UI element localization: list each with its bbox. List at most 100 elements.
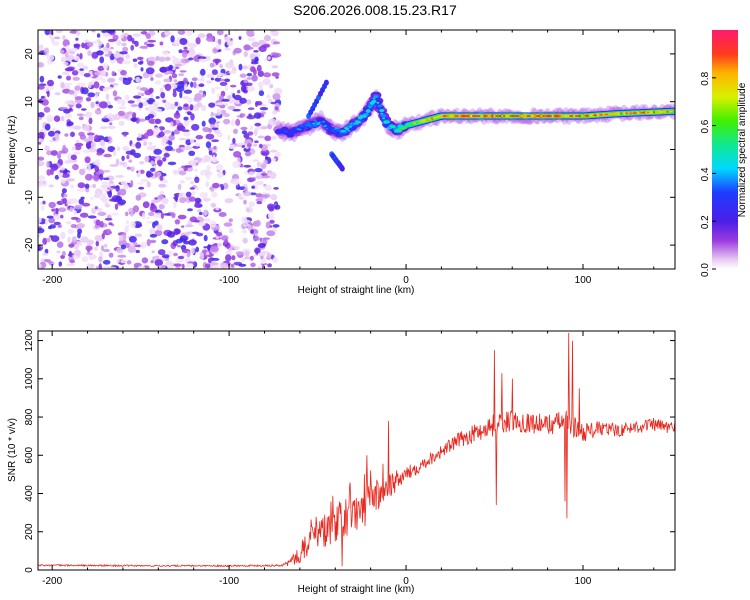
- noise-blob: [175, 85, 185, 92]
- noise-blob: [78, 131, 85, 137]
- noise-blob: [158, 56, 166, 62]
- noise-blob: [186, 250, 191, 258]
- noise-blob: [75, 103, 82, 109]
- noise-blob: [91, 30, 96, 33]
- noise-blob: [225, 250, 233, 256]
- noise-blob: [171, 212, 176, 219]
- noise-blob: [244, 151, 252, 157]
- noise-blob: [38, 175, 46, 181]
- noise-blob: [260, 255, 264, 260]
- noise-blob: [257, 243, 266, 248]
- noise-blob: [235, 178, 239, 186]
- noise-blob: [71, 146, 76, 151]
- noise-blob: [205, 141, 212, 149]
- noise-blob: [126, 166, 131, 170]
- noise-blob: [181, 263, 185, 269]
- noise-blob: [260, 149, 270, 157]
- noise-blob: [260, 194, 268, 200]
- noise-blob: [51, 208, 55, 212]
- noise-blob: [232, 160, 241, 169]
- noise-blob: [258, 81, 264, 88]
- noise-blob: [142, 201, 150, 209]
- noise-blob: [136, 85, 142, 90]
- noise-blob: [204, 218, 211, 223]
- noise-blob: [107, 104, 114, 109]
- noise-blob: [99, 56, 105, 64]
- noise-blob: [129, 212, 134, 217]
- noise-blob: [211, 139, 220, 143]
- noise-blob: [243, 191, 252, 197]
- noise-blob: [198, 90, 203, 93]
- noise-blob: [70, 184, 74, 189]
- noise-blob: [44, 123, 51, 131]
- spectrogram-xtick-label: 0: [403, 275, 409, 286]
- noise-blob: [140, 241, 147, 249]
- noise-blob: [64, 112, 72, 119]
- snr-ytick-label: 600: [24, 447, 35, 464]
- noise-blob: [71, 236, 77, 243]
- ridge-cell: [326, 125, 332, 129]
- noise-blob: [215, 207, 220, 211]
- noise-blob: [163, 78, 171, 83]
- noise-blob: [57, 224, 62, 228]
- noise-blob: [69, 259, 76, 264]
- noise-blob: [200, 68, 206, 76]
- noise-blob: [85, 97, 92, 102]
- noise-blob: [191, 77, 198, 81]
- ridge-cell: [378, 104, 382, 107]
- noise-blob: [177, 81, 184, 85]
- noise-blob: [164, 31, 172, 36]
- noise-blob: [107, 38, 116, 43]
- noise-blob: [109, 122, 113, 126]
- noise-blob: [262, 175, 271, 179]
- noise-blob: [216, 30, 224, 36]
- noise-blob: [110, 46, 114, 50]
- noise-blob: [185, 263, 194, 268]
- noise-blob: [98, 263, 102, 269]
- noise-blob: [168, 64, 174, 70]
- noise-blob: [237, 89, 241, 94]
- noise-blob: [127, 245, 136, 253]
- noise-blob: [95, 91, 101, 95]
- noise-blob: [130, 221, 136, 229]
- noise-blob: [68, 89, 75, 95]
- noise-blob: [255, 219, 261, 227]
- noise-blob: [228, 218, 233, 223]
- noise-blob: [158, 204, 165, 210]
- noise-blob: [127, 77, 133, 82]
- noise-blob: [159, 175, 164, 181]
- noise-blob: [264, 135, 272, 142]
- noise-blob: [101, 145, 106, 150]
- noise-blob: [88, 81, 92, 88]
- noise-blob: [179, 180, 185, 184]
- noise-blob: [249, 148, 256, 155]
- noise-blob: [154, 171, 158, 178]
- noise-blob: [153, 145, 157, 148]
- noise-blob: [179, 38, 188, 45]
- noise-blob: [188, 239, 197, 246]
- noise-blob: [246, 73, 253, 77]
- noise-blob: [274, 204, 281, 210]
- noise-blob: [179, 91, 183, 99]
- noise-blob: [39, 75, 45, 83]
- noise-blob: [120, 34, 124, 39]
- noise-blob: [104, 203, 111, 208]
- noise-blob: [59, 49, 65, 54]
- noise-blob: [209, 245, 219, 253]
- snr-xtick-label: -200: [42, 576, 62, 587]
- noise-blob: [270, 31, 274, 36]
- noise-blob: [81, 202, 91, 207]
- noise-blob: [88, 117, 93, 125]
- noise-blob: [54, 132, 60, 140]
- noise-blob: [97, 40, 103, 47]
- noise-blob: [230, 119, 235, 127]
- noise-blob: [77, 182, 86, 189]
- noise-blob: [223, 113, 230, 118]
- noise-blob: [140, 67, 144, 72]
- noise-blob: [117, 106, 127, 110]
- noise-blob: [185, 30, 193, 36]
- noise-blob: [73, 151, 81, 155]
- noise-blob: [77, 82, 86, 87]
- noise-blob: [226, 40, 234, 47]
- spectrogram-ytick-label: -20: [24, 237, 35, 252]
